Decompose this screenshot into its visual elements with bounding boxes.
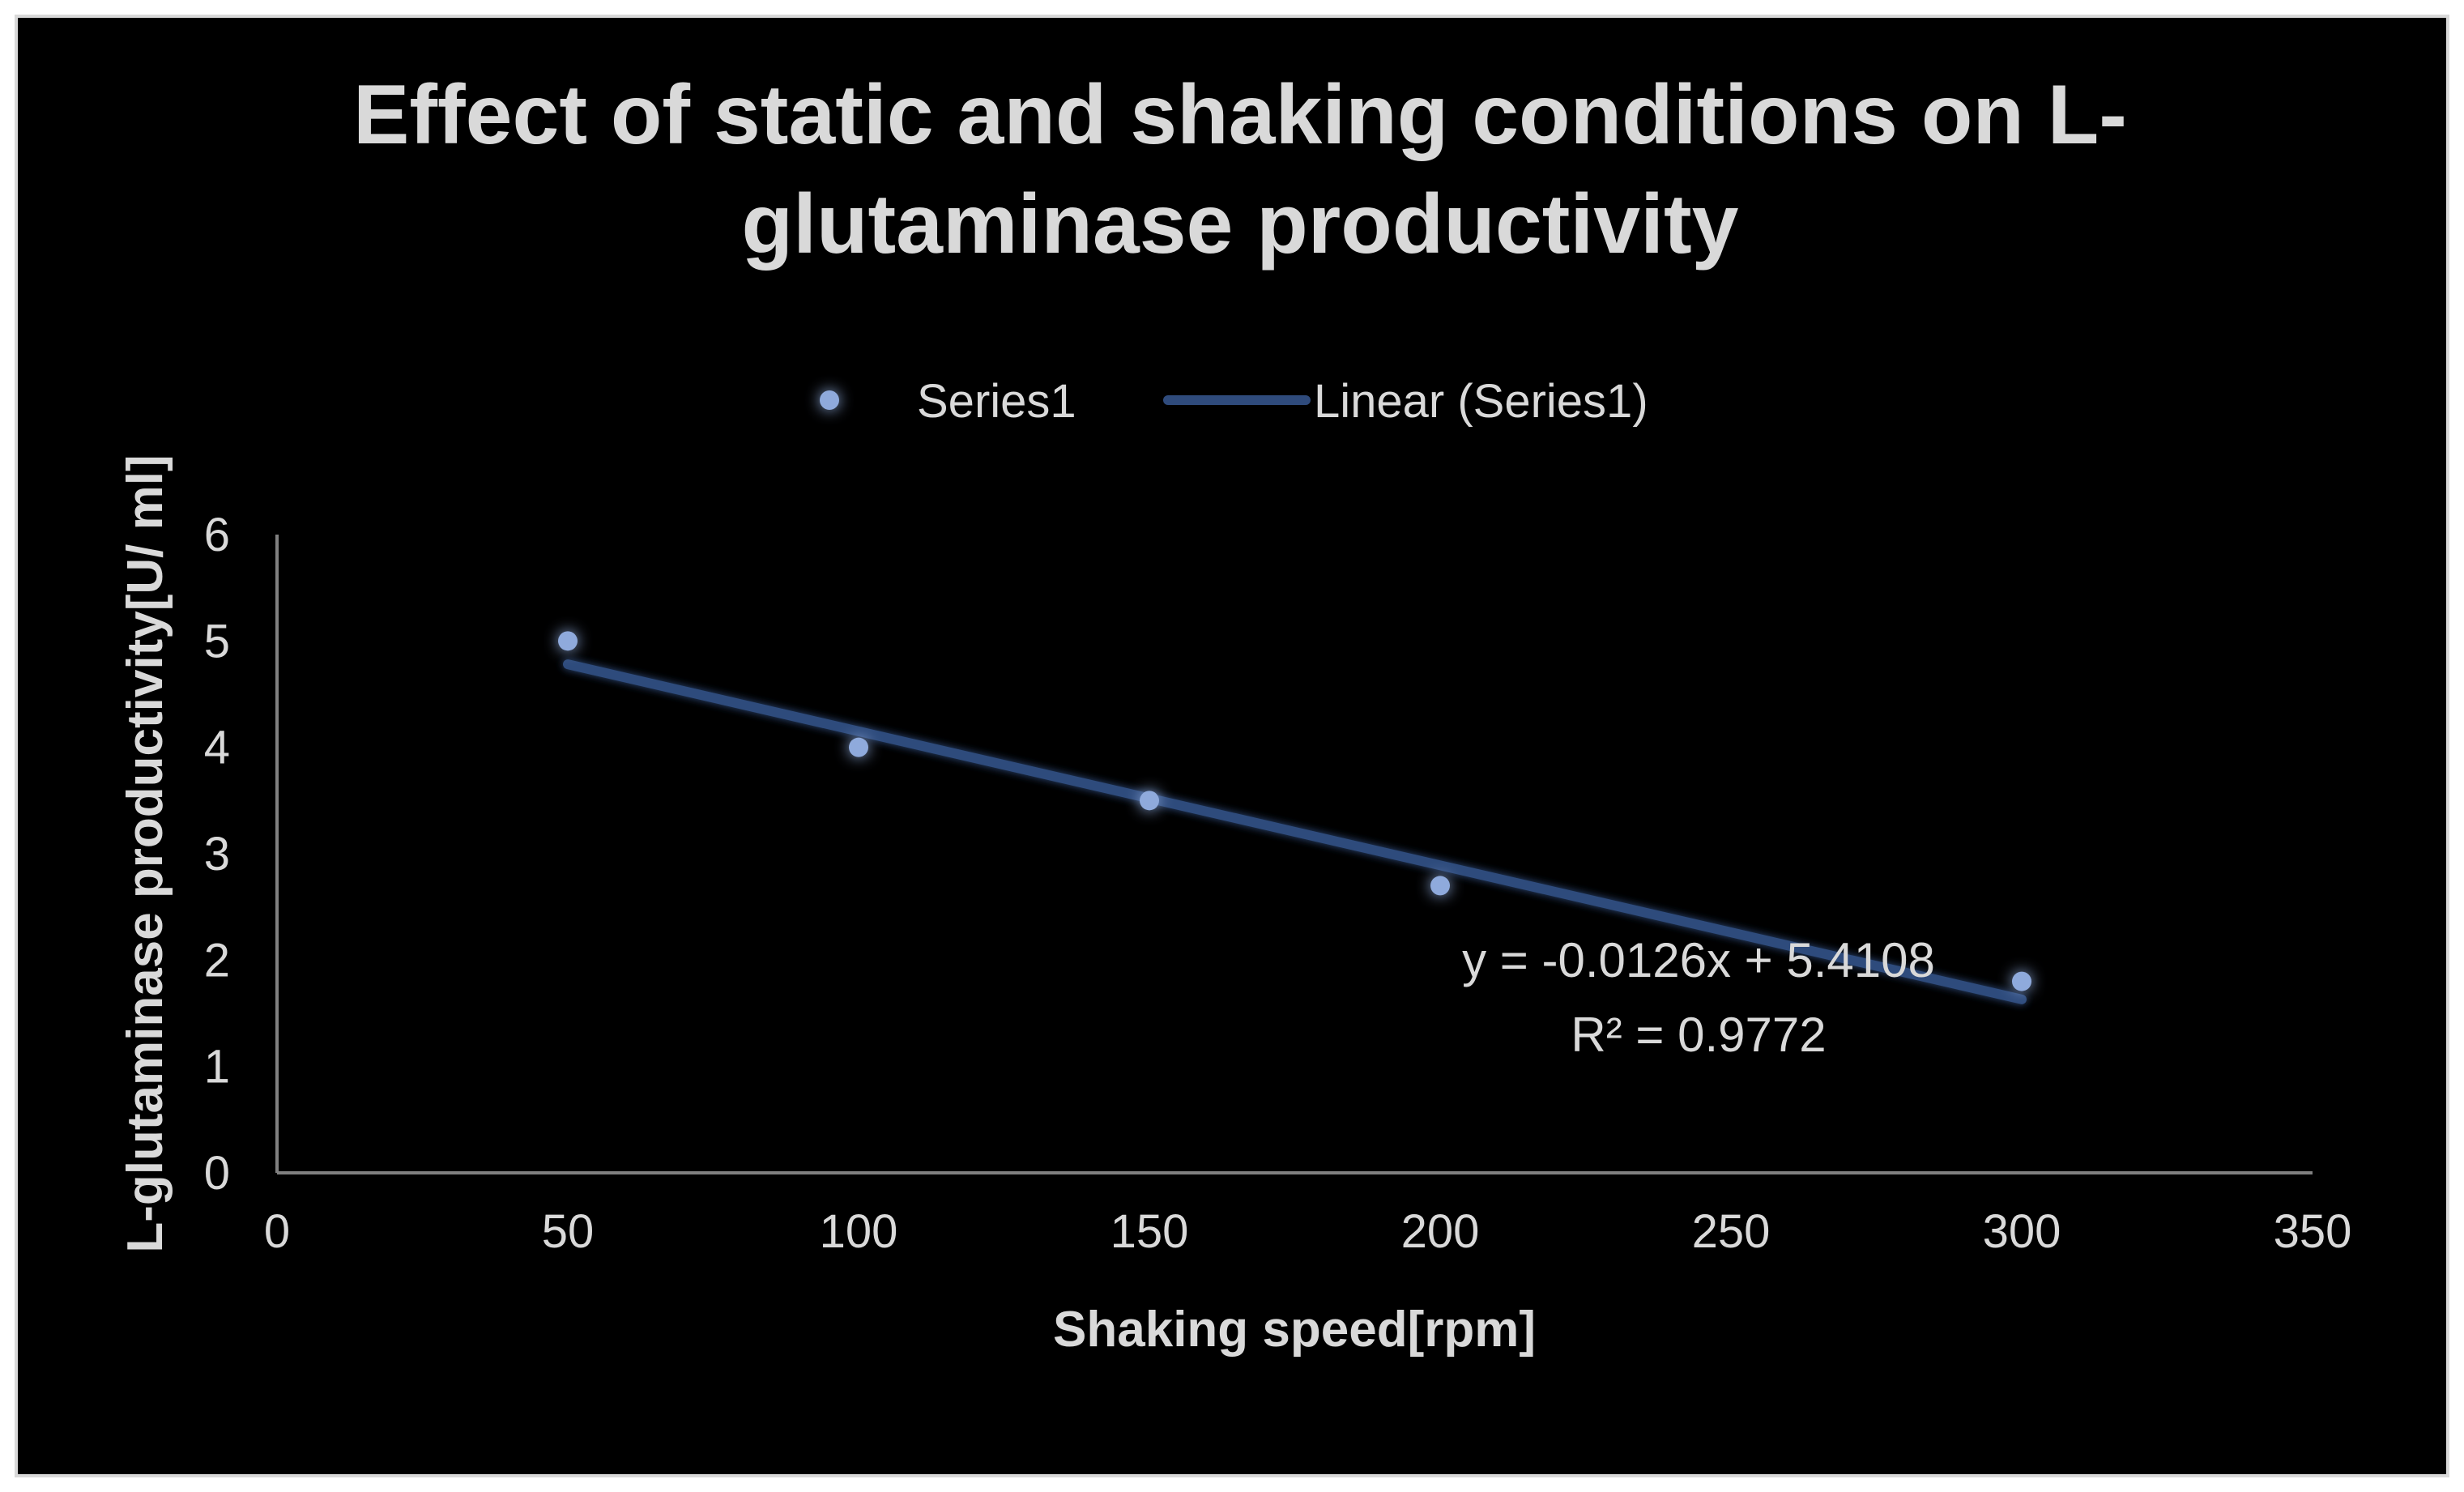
data-point [558,631,578,651]
legend: Series1 Linear (Series1) [820,375,1648,428]
data-point [2012,971,2031,991]
chart-area: Effect of static and shaking conditions … [117,68,2352,1358]
y-tick-label: 4 [204,722,230,774]
y-tick-label: 6 [204,509,230,561]
trendline-r-squared: R² = 0.9772 [1571,1008,1826,1062]
x-tick-label: 150 [1111,1205,1189,1258]
legend-label-series1: Series1 [917,375,1076,428]
x-tick-label: 100 [820,1205,898,1258]
x-tick-label: 0 [264,1205,290,1258]
chart-title-line-1: Effect of static and shaking conditions … [353,68,2127,162]
y-tick-labels: 0 1 2 3 4 5 6 [204,509,230,1200]
data-point [849,737,868,757]
y-tick-label: 3 [204,828,230,880]
x-tick-label: 350 [2274,1205,2352,1258]
y-tick-label: 2 [204,934,230,987]
x-tick-labels: 0 50 100 150 200 250 300 350 [264,1205,2352,1258]
y-tick-label: 1 [204,1041,230,1093]
x-tick-label: 50 [542,1205,595,1258]
legend-label-trendline: Linear (Series1) [1314,375,1648,428]
legend-marker-series1 [820,390,839,410]
x-tick-label: 250 [1692,1205,1771,1258]
data-point [1430,876,1450,896]
x-tick-label: 300 [1983,1205,2061,1258]
data-points [558,631,2031,991]
trendline-equation: y = -0.0126x + 5.4108 [1462,933,1935,987]
trendline-group [563,659,2027,1004]
chart-frame: Effect of static and shaking conditions … [15,15,2449,1477]
x-tick-label: 200 [1401,1205,1480,1258]
trendline [563,659,2027,1004]
y-tick-label: 0 [204,1147,230,1200]
x-axis-title: Shaking speed[rpm] [1053,1302,1536,1358]
data-point [1140,791,1159,811]
y-tick-label: 5 [204,615,230,667]
y-axis-title: L-glutaminase productivity[U/ ml] [117,454,173,1252]
chart-title-line-2: glutaminase productivity [742,177,1739,271]
